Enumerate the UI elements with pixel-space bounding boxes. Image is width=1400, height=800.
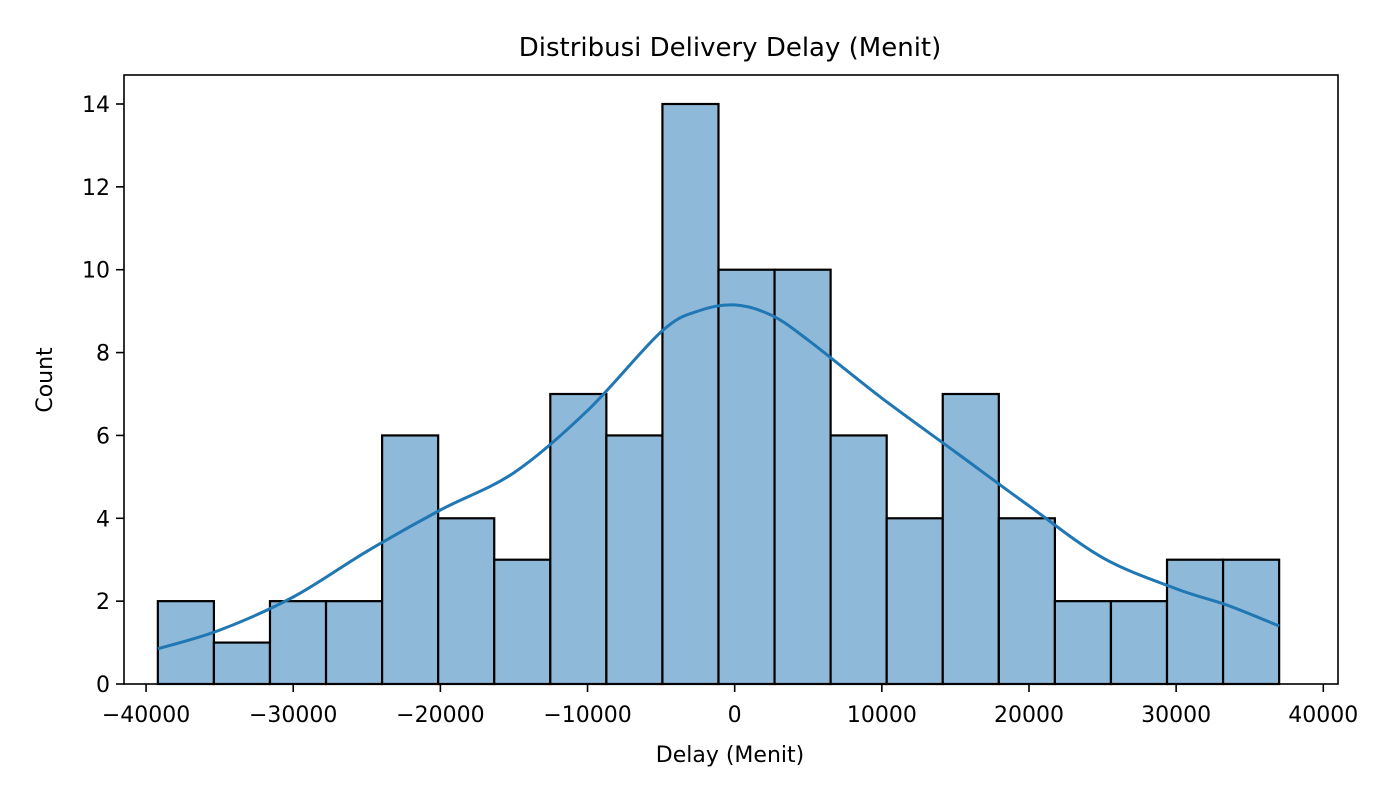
x-tick-label: −10000	[543, 703, 631, 728]
histogram-bar	[156, 600, 216, 686]
x-axis: −40000 −30000 −20000 −10000 0 10000 20000 30000…	[102, 684, 1358, 728]
y-axis-label: Count	[33, 347, 58, 413]
histogram-bar	[1165, 558, 1225, 686]
histogram-bar	[661, 102, 720, 686]
y-tick-label: 8	[96, 342, 110, 367]
kde-group	[157, 303, 1280, 651]
y-tick-label: 12	[82, 176, 110, 201]
histogram-bar	[437, 517, 496, 686]
y-tick-label: 4	[96, 507, 110, 532]
x-tick-label: −40000	[102, 703, 190, 728]
histogram-bar	[829, 434, 888, 686]
histogram-bar	[212, 641, 272, 686]
histogram-bar	[997, 517, 1056, 686]
y-tick-label: 14	[82, 93, 110, 118]
histogram-bar	[381, 434, 440, 686]
x-tick-label: 20000	[994, 703, 1064, 728]
x-tick-label: 40000	[1288, 703, 1358, 728]
x-tick-label: 10000	[847, 703, 917, 728]
histogram-bar	[268, 600, 328, 686]
y-tick-label: 6	[96, 424, 110, 449]
y-tick-label: 2	[96, 590, 110, 615]
histogram-bar	[605, 434, 664, 686]
x-tick-label: 30000	[1141, 703, 1211, 728]
chart-title: Distribusi Delivery Delay (Menit)	[519, 33, 942, 63]
bars-group	[156, 102, 1281, 686]
histogram-bar	[493, 558, 552, 686]
histogram-bar	[1109, 600, 1169, 686]
x-tick-label: −30000	[249, 703, 337, 728]
y-axis: 0 2 4 6 8 10 12 14	[82, 93, 124, 698]
x-tick-label: 0	[728, 703, 742, 728]
histogram-bar	[717, 268, 776, 686]
x-axis-label: Delay (Menit)	[656, 743, 804, 768]
y-tick-label: 0	[96, 673, 110, 698]
histogram-bar	[885, 517, 944, 686]
x-tick-label: −20000	[396, 703, 484, 728]
kde-line	[157, 303, 1280, 651]
y-tick-label: 10	[82, 259, 110, 284]
plot-frame	[123, 74, 1339, 685]
histogram-bar	[941, 392, 1000, 686]
histogram-bar	[773, 268, 832, 686]
histogram-bar	[549, 392, 608, 686]
histogram-bar	[324, 600, 384, 686]
histogram-bar	[1053, 600, 1113, 686]
